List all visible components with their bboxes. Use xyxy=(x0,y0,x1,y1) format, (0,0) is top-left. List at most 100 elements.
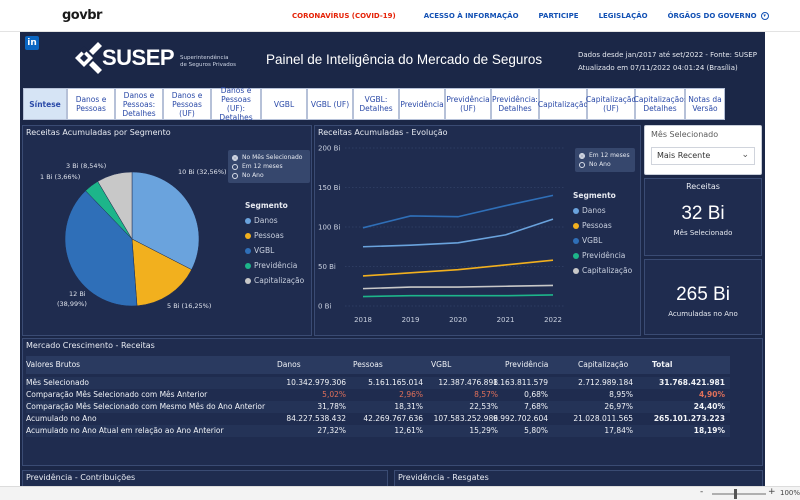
legislacao-link[interactable]: LEGISLAÇÃO xyxy=(599,12,648,20)
previdencia-contribuicoes-title: Previdência - Contribuições xyxy=(26,473,135,482)
month-select[interactable]: Mais Recente ⌄ xyxy=(651,147,755,165)
line-period-option-ano[interactable]: No Ano xyxy=(579,160,631,169)
table-column-header[interactable]: Total xyxy=(652,360,673,369)
x-tick-label: 2019 xyxy=(402,316,420,324)
series-line-capitalizacao[interactable] xyxy=(363,285,553,288)
tab-label: Capitalização: xyxy=(634,95,687,104)
legend-item-vgbl[interactable]: VGBL xyxy=(573,233,632,248)
table-column-header[interactable]: Capitalização xyxy=(578,360,628,369)
period-option-ano[interactable]: No Ano xyxy=(232,171,306,180)
tab-previdencia-detalhes[interactable]: Previdência: Detalhes xyxy=(491,88,539,120)
nav-tabs: Síntese Danos e Pessoas Danos e Pessoas: De… xyxy=(23,88,763,120)
susep-subtitle-line-2: de Seguros Privados xyxy=(180,62,250,69)
table-cell: 9.992.702.604 xyxy=(478,414,548,423)
table-column-header[interactable]: Valores Brutos xyxy=(26,360,80,369)
tab-label: VGBL: xyxy=(359,95,392,104)
line-period-option-12m[interactable]: Em 12 meses xyxy=(579,151,631,160)
legend-item-capitalizacao[interactable]: Capitalização xyxy=(245,273,304,288)
table-column-header[interactable]: Pessoas xyxy=(353,360,383,369)
tab-label: Danos e xyxy=(165,91,209,100)
tab-vgbl-uf[interactable]: VGBL (UF) xyxy=(307,88,353,120)
tab-sintese[interactable]: Síntese xyxy=(23,88,67,120)
govbr-logo[interactable]: govbr xyxy=(62,8,102,23)
legend-item-previdencia[interactable]: Previdência xyxy=(245,258,304,273)
pie-label-capitalizacao: 3 Bi (8,54%) xyxy=(66,162,106,170)
legend-item-danos[interactable]: Danos xyxy=(573,203,632,218)
legend-item-pessoas[interactable]: Pessoas xyxy=(573,218,632,233)
orgaos-governo-link[interactable]: ÓRGÃOS DO GOVERNO ▾ xyxy=(668,12,769,20)
period-option-label: No Ano xyxy=(589,160,611,169)
table-column-header[interactable]: Previdência xyxy=(505,360,548,369)
series-line-previdencia[interactable] xyxy=(363,295,553,297)
tab-capitalizacao[interactable]: Capitalização xyxy=(539,88,587,120)
period-option-mes[interactable]: No Mês Selecionado xyxy=(232,153,306,162)
dashboard-header: in SUSEP Superintendência de Seguros Pri… xyxy=(20,32,765,84)
legend-label: Pessoas xyxy=(254,231,284,240)
legend-item-danos[interactable]: Danos xyxy=(245,213,304,228)
x-tick-label: 2022 xyxy=(544,316,562,324)
legend-dot-icon xyxy=(245,233,251,239)
linkedin-icon[interactable]: in xyxy=(25,36,39,50)
legend-label: Pessoas xyxy=(582,221,612,230)
legend-title: Segmento xyxy=(245,198,304,213)
tab-danos-pessoas-uf-detalhes[interactable]: Danos e Pessoas (UF): Detalhes xyxy=(211,88,261,120)
tab-capitalizacao-uf[interactable]: Capitalização (UF) xyxy=(587,88,635,120)
tab-label: Detalhes xyxy=(359,104,392,113)
table-cell: 8,95% xyxy=(558,390,633,399)
tab-vgbl[interactable]: VGBL xyxy=(261,88,307,120)
covid-link[interactable]: CORONAVÍRUS (COVID-19) xyxy=(292,12,396,20)
table-column-header[interactable]: Danos xyxy=(277,360,301,369)
series-line-pessoas[interactable] xyxy=(363,260,553,276)
table-row-label: Acumulado no Ano Atual em relação ao Ano… xyxy=(26,426,224,435)
legend-label: VGBL xyxy=(254,246,274,255)
legend-item-pessoas[interactable]: Pessoas xyxy=(245,228,304,243)
tab-label: VGBL (UF) xyxy=(311,100,349,109)
tab-notas-versao[interactable]: Notas da Versão xyxy=(685,88,725,120)
period-option-label: Em 12 meses xyxy=(589,151,630,160)
susep-wordmark: SUSEP xyxy=(102,45,174,71)
period-option-12m[interactable]: Em 12 meses xyxy=(232,162,306,171)
tab-label: Danos e xyxy=(213,86,259,95)
table-cell: 18,19% xyxy=(649,426,725,435)
pie-segment-legend: Segmento Danos Pessoas VGBL Previdência … xyxy=(245,198,304,288)
zoom-slider[interactable] xyxy=(712,493,766,495)
tab-previdencia-uf[interactable]: Previdência (UF) xyxy=(445,88,491,120)
legend-item-vgbl[interactable]: VGBL xyxy=(245,243,304,258)
table-cell: 1.163.811.579 xyxy=(478,378,548,387)
y-tick-label: 200 Bi xyxy=(318,145,340,153)
legend-dot-icon xyxy=(245,218,251,224)
tab-capitalizacao-detalhes[interactable]: Capitalização: Detalhes xyxy=(635,88,685,120)
tab-danos-pessoas[interactable]: Danos e Pessoas xyxy=(67,88,115,120)
tab-label: (UF) xyxy=(586,104,636,113)
zoom-slider-handle[interactable] xyxy=(734,489,737,499)
table-cell: 0,68% xyxy=(478,390,548,399)
tab-label: Pessoas (UF) xyxy=(165,100,209,118)
tab-label: Versão xyxy=(688,104,721,113)
line-chart-card: Receitas Acumuladas - Evolução 0 Bi 50 Bi… xyxy=(314,125,641,336)
tab-danos-pessoas-detalhes[interactable]: Danos e Pessoas: Detalhes xyxy=(115,88,163,120)
legend-label: Capitalização xyxy=(582,266,632,275)
legend-dot-icon xyxy=(573,253,579,259)
table-row-label: Mês Selecionado xyxy=(26,378,89,387)
growth-table-title: Mercado Crescimento - Receitas xyxy=(26,341,155,350)
kpi-value: 32 Bi xyxy=(645,203,761,225)
pie-label-danos: 10 Bi (32,56%) xyxy=(178,168,227,176)
tab-previdencia[interactable]: Previdência xyxy=(399,88,445,120)
legend-dot-icon xyxy=(245,263,251,269)
pie-label-previdencia: 1 Bi (3,66%) xyxy=(40,173,80,181)
legend-item-capitalizacao[interactable]: Capitalização xyxy=(573,263,632,278)
zoom-in-button[interactable]: + xyxy=(768,487,776,497)
series-line-danos[interactable] xyxy=(363,219,553,247)
legend-label: Danos xyxy=(254,216,278,225)
x-tick-label: 2020 xyxy=(449,316,467,324)
legend-item-previdencia[interactable]: Previdência xyxy=(573,248,632,263)
tab-vgbl-detalhes[interactable]: VGBL: Detalhes xyxy=(353,88,399,120)
table-column-header[interactable]: VGBL xyxy=(431,360,451,369)
participe-link[interactable]: PARTICIPE xyxy=(539,12,579,20)
tab-danos-pessoas-uf[interactable]: Danos e Pessoas (UF) xyxy=(163,88,211,120)
legend-dot-icon xyxy=(245,278,251,284)
zoom-out-button[interactable]: - xyxy=(700,487,703,497)
acesso-informacao-link[interactable]: ACESSO À INFORMAÇÃO xyxy=(424,12,519,20)
series-line-vgbl[interactable] xyxy=(363,195,553,227)
period-option-label: No Ano xyxy=(242,171,264,180)
